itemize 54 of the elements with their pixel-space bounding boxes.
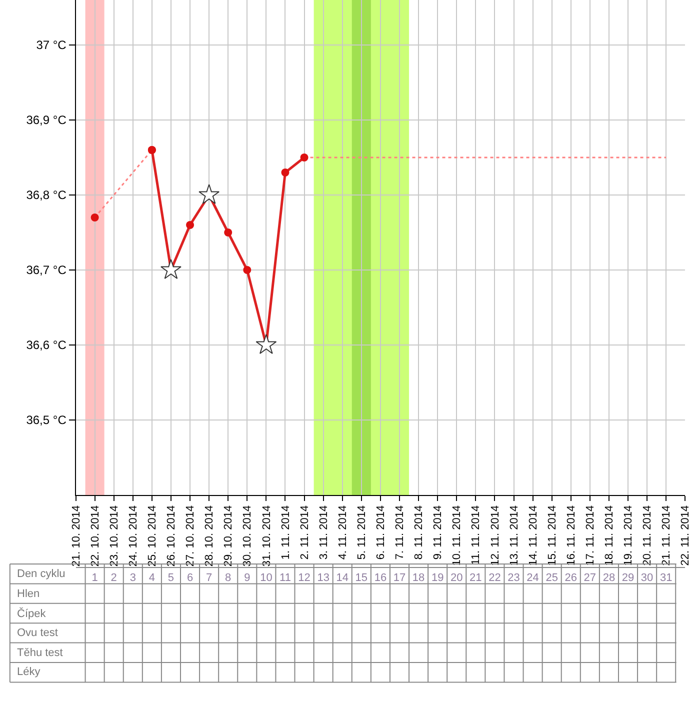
x-tick-label: 6. 11. 2014 bbox=[375, 505, 388, 560]
x2-tick-label: 19 bbox=[431, 572, 444, 584]
y-tick-label: 36,6 °C bbox=[26, 338, 67, 352]
x2-tick-label: 11 bbox=[280, 572, 291, 584]
x2-tick-label: 1 bbox=[92, 572, 98, 584]
x2-tick-label: 18 bbox=[412, 572, 425, 584]
x2-tick-label: 24 bbox=[526, 572, 539, 584]
x2-tick-label: 12 bbox=[298, 572, 310, 584]
y-tick-label: 36,5 °C bbox=[26, 413, 67, 428]
y-tick-label: 37 °C bbox=[36, 38, 67, 52]
x2-tick-label: 28 bbox=[602, 572, 616, 584]
y-tick-label: 36,7 °C bbox=[26, 263, 67, 278]
x-tick-label: 22. 11. 2014 bbox=[680, 505, 692, 566]
x-tick-label: 8. 11. 2014 bbox=[413, 505, 426, 560]
x2-tick-label: 20 bbox=[450, 572, 463, 584]
x2-tick-label: 8 bbox=[225, 572, 232, 584]
x2-tick-label: 5 bbox=[168, 572, 174, 584]
x2-tick-label: 13 bbox=[317, 572, 330, 584]
x2-tick-label: 23 bbox=[508, 572, 520, 584]
x2-tick-label: 30 bbox=[640, 572, 654, 584]
text: Léky bbox=[17, 666, 41, 678]
x2-tick-label: 4 bbox=[148, 572, 155, 584]
x2-tick-label: 14 bbox=[336, 572, 348, 584]
x2-tick-label: 27 bbox=[584, 572, 596, 584]
x-tick-label: 2. 11. 2014 bbox=[298, 505, 311, 560]
x-tick-label: 11. 11. 2014 bbox=[470, 505, 482, 565]
x2-tick-label: 31 bbox=[660, 572, 672, 584]
x2-tick-label: 16 bbox=[374, 572, 387, 584]
x2-tick-label: 17 bbox=[393, 572, 406, 584]
x-tick-label: 5. 11. 2014 bbox=[356, 505, 368, 560]
text: Den cyklu bbox=[17, 568, 66, 580]
x2-tick-label: 15 bbox=[355, 572, 368, 584]
text: Čípek bbox=[17, 607, 46, 620]
x2-tick-label: 25 bbox=[546, 572, 558, 584]
x2-tick-label: 7 bbox=[206, 572, 212, 584]
text: Ovu test bbox=[17, 627, 58, 639]
x2-tick-label: 29 bbox=[622, 572, 634, 584]
x2-tick-label: 10 bbox=[260, 572, 272, 584]
x2-tick-label: 21 bbox=[470, 572, 482, 584]
text: Těhu test bbox=[17, 647, 63, 659]
x2-tick-label: 26 bbox=[564, 572, 577, 584]
x2-tick-label: 9 bbox=[244, 572, 250, 584]
x2-tick-label: 2 bbox=[110, 572, 117, 584]
x2-tick-label: 22 bbox=[488, 572, 501, 584]
x2-tick-label: 6 bbox=[186, 572, 194, 584]
y-tick-label: 36,9 °C bbox=[26, 113, 67, 128]
x-tick-label: 9. 11. 2014 bbox=[432, 505, 444, 560]
x-tick-label: 7. 11. 2014 bbox=[394, 505, 406, 560]
y-tick-label: 36,8 °C bbox=[26, 188, 67, 202]
x-tick-label: 3. 11. 2014 bbox=[318, 505, 330, 560]
x-tick-label: 1. 11. 2014 bbox=[280, 505, 292, 560]
x2-tick-label: 3 bbox=[130, 572, 136, 584]
x-tick-label: 4. 11. 2014 bbox=[336, 505, 349, 560]
text: Hlen bbox=[17, 588, 40, 600]
